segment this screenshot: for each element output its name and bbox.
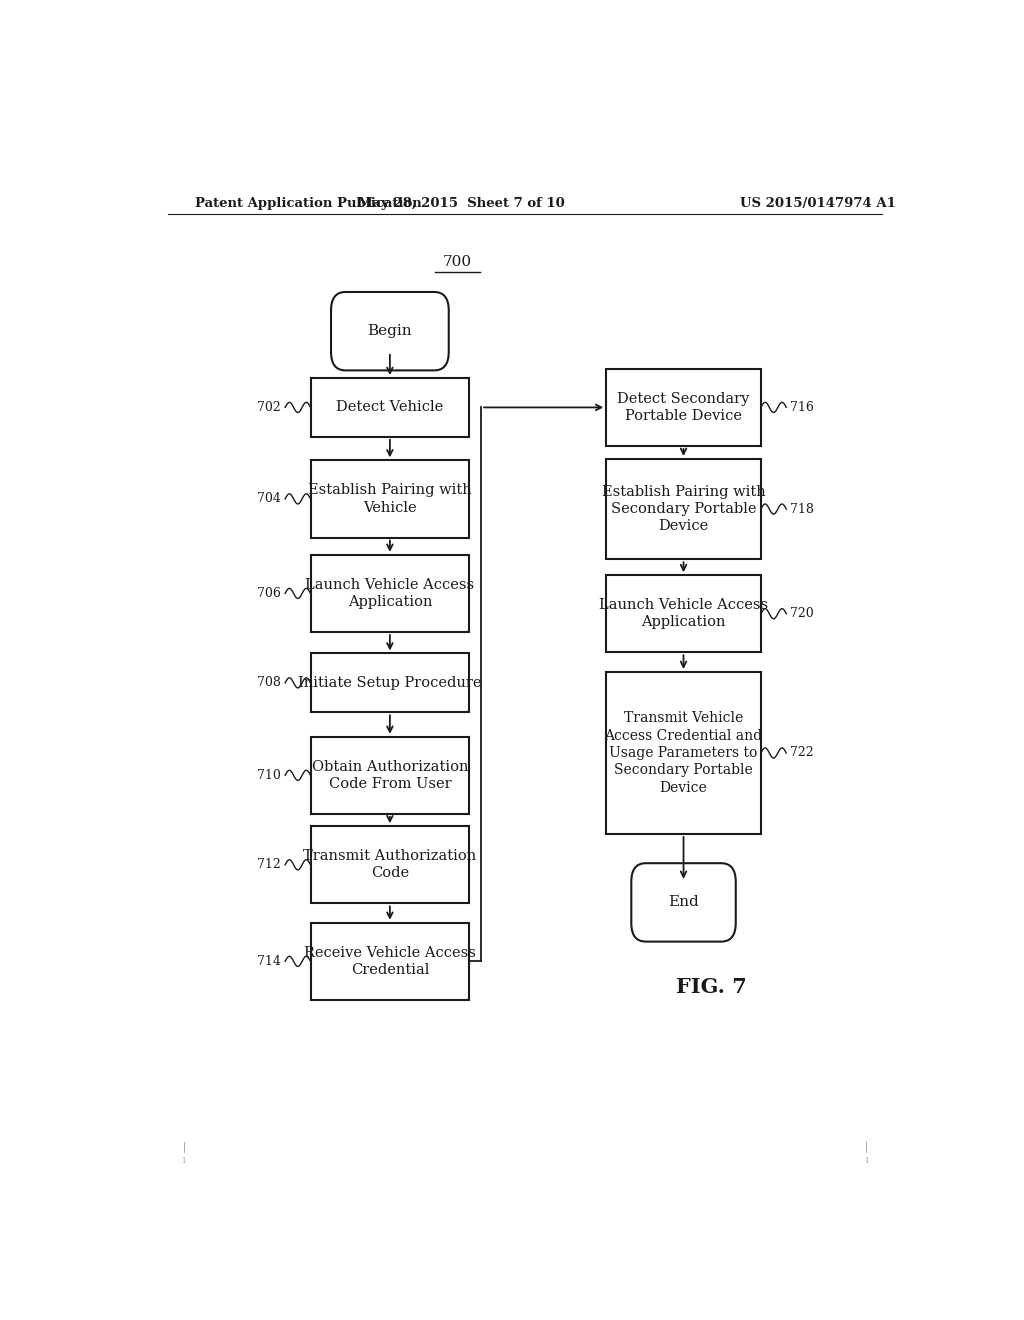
Text: 704: 704 <box>257 492 282 506</box>
Text: Detect Secondary
Portable Device: Detect Secondary Portable Device <box>617 392 750 424</box>
Text: May 28, 2015  Sheet 7 of 10: May 28, 2015 Sheet 7 of 10 <box>358 197 564 210</box>
FancyBboxPatch shape <box>632 863 735 941</box>
Text: Receive Vehicle Access
Credential: Receive Vehicle Access Credential <box>304 945 476 977</box>
Text: Transmit Vehicle
Access Credential and
Usage Parameters to
Secondary Portable
De: Transmit Vehicle Access Credential and U… <box>604 711 763 795</box>
Text: US 2015/0147974 A1: US 2015/0147974 A1 <box>740 197 896 210</box>
Bar <box>310 378 469 437</box>
Text: 710: 710 <box>257 768 282 781</box>
Text: Launch Vehicle Access
Application: Launch Vehicle Access Application <box>305 578 474 609</box>
Text: FIG. 7: FIG. 7 <box>676 977 746 997</box>
Text: Establish Pairing with
Vehicle: Establish Pairing with Vehicle <box>308 483 472 515</box>
Text: Detect Vehicle: Detect Vehicle <box>336 400 443 414</box>
Bar <box>310 554 469 632</box>
Text: 718: 718 <box>791 503 814 516</box>
Bar <box>310 461 469 537</box>
FancyBboxPatch shape <box>331 292 449 371</box>
Text: 708: 708 <box>257 676 282 689</box>
Text: 722: 722 <box>791 747 814 759</box>
Bar <box>310 923 469 1001</box>
Text: 716: 716 <box>791 401 814 414</box>
Text: 702: 702 <box>257 401 282 414</box>
Text: Launch Vehicle Access
Application: Launch Vehicle Access Application <box>599 598 768 630</box>
Text: Initiate Setup Procedure: Initiate Setup Procedure <box>298 676 481 690</box>
Text: Begin: Begin <box>368 325 413 338</box>
Text: 712: 712 <box>257 858 282 871</box>
Text: 720: 720 <box>791 607 814 620</box>
Text: 700: 700 <box>442 255 472 269</box>
Bar <box>606 672 761 834</box>
Bar <box>606 459 761 560</box>
Text: Establish Pairing with
Secondary Portable
Device: Establish Pairing with Secondary Portabl… <box>602 484 765 533</box>
Bar <box>606 576 761 652</box>
Bar <box>606 368 761 446</box>
Text: 1: 1 <box>864 1156 868 1164</box>
Text: 1: 1 <box>181 1156 185 1164</box>
Text: Patent Application Publication: Patent Application Publication <box>196 197 422 210</box>
Text: End: End <box>668 895 699 909</box>
Bar <box>310 737 469 814</box>
Text: Transmit Authorization
Code: Transmit Authorization Code <box>303 849 476 880</box>
Text: Obtain Authorization
Code From User: Obtain Authorization Code From User <box>311 760 468 791</box>
Bar <box>310 826 469 903</box>
Bar <box>310 653 469 713</box>
Text: 706: 706 <box>257 587 282 599</box>
Text: 714: 714 <box>257 954 282 968</box>
